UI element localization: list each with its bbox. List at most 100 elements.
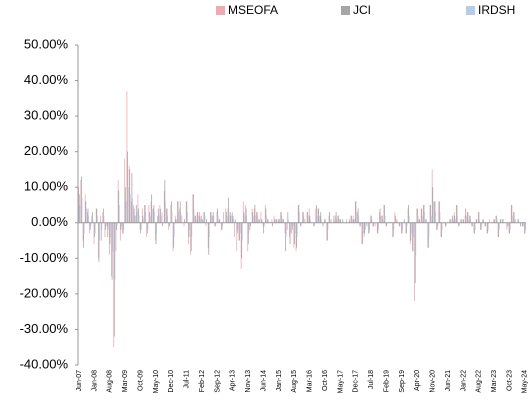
bar (298, 212, 300, 223)
bar (211, 215, 212, 223)
bar (87, 208, 89, 223)
bar (204, 215, 206, 223)
bar (417, 215, 419, 223)
bar (308, 208, 310, 223)
bar (471, 222, 473, 227)
bar (135, 205, 137, 223)
bar (246, 215, 248, 223)
bar (232, 215, 234, 223)
bar (423, 205, 424, 223)
legend-label: JCI (353, 3, 371, 17)
bar (190, 222, 192, 255)
bar (267, 219, 269, 223)
bar (335, 215, 336, 223)
bar (130, 201, 132, 223)
bar (294, 222, 295, 245)
bar (89, 222, 90, 234)
bar (197, 212, 199, 223)
bar (289, 222, 291, 245)
bar (421, 215, 423, 223)
bar (506, 222, 508, 230)
bar (178, 212, 179, 223)
x-tick-label: Aug-08 (107, 370, 114, 393)
bar (358, 215, 360, 223)
x-tick-label: Jun-21 (445, 370, 452, 392)
bar (282, 219, 284, 223)
bar (507, 222, 508, 227)
bar (124, 187, 126, 223)
bar (370, 215, 372, 223)
bar (355, 201, 357, 223)
bar (307, 215, 309, 223)
bar (155, 222, 157, 245)
bar (202, 219, 204, 223)
bar (437, 222, 439, 227)
bar (303, 215, 305, 223)
bar (484, 222, 486, 227)
bar (394, 212, 396, 223)
bar (408, 205, 410, 223)
bar (120, 222, 122, 230)
bar (188, 222, 189, 245)
bar (153, 205, 155, 223)
bar (495, 215, 497, 223)
bar (127, 187, 129, 223)
bar (245, 205, 246, 223)
bar (487, 222, 489, 234)
bar (498, 222, 500, 237)
bar (456, 205, 458, 223)
bar (145, 212, 147, 223)
bar (485, 222, 486, 227)
bar (185, 201, 187, 223)
bar (493, 219, 495, 223)
bar (502, 219, 503, 223)
bar (237, 222, 239, 230)
bar (370, 215, 372, 223)
bar (133, 205, 134, 223)
bar (383, 205, 385, 223)
bar (203, 212, 205, 223)
bar (357, 212, 358, 223)
bar (359, 222, 361, 227)
bar (493, 219, 495, 223)
bar (500, 219, 502, 223)
bar (302, 212, 304, 223)
bar (327, 222, 329, 230)
bar (99, 222, 100, 241)
bar (522, 222, 524, 227)
bar (281, 215, 283, 223)
bar (103, 215, 105, 223)
bar (134, 215, 136, 223)
bar (508, 222, 510, 234)
bar (423, 205, 425, 223)
bar (256, 212, 258, 223)
bar (333, 215, 335, 223)
bar (520, 222, 522, 227)
bar (146, 222, 148, 234)
legend-swatch (216, 6, 225, 15)
bar (188, 222, 190, 237)
bar (91, 212, 93, 223)
bar (166, 208, 167, 223)
bar (91, 215, 93, 223)
bar (113, 222, 115, 337)
x-tick-label: Oct-09 (137, 370, 144, 391)
bar (507, 222, 509, 227)
bar (292, 222, 294, 227)
bar (322, 222, 324, 227)
bar (124, 158, 126, 223)
bar (158, 215, 160, 223)
bar (243, 212, 245, 223)
bar (518, 219, 519, 223)
bar (384, 205, 385, 223)
bar (412, 222, 414, 252)
bar (316, 215, 318, 223)
bar (285, 222, 287, 252)
bar (174, 215, 176, 223)
bar (368, 222, 369, 234)
bar (179, 201, 181, 223)
bar (280, 212, 282, 223)
bar (419, 219, 420, 223)
bar (101, 222, 103, 230)
bar (231, 212, 233, 223)
